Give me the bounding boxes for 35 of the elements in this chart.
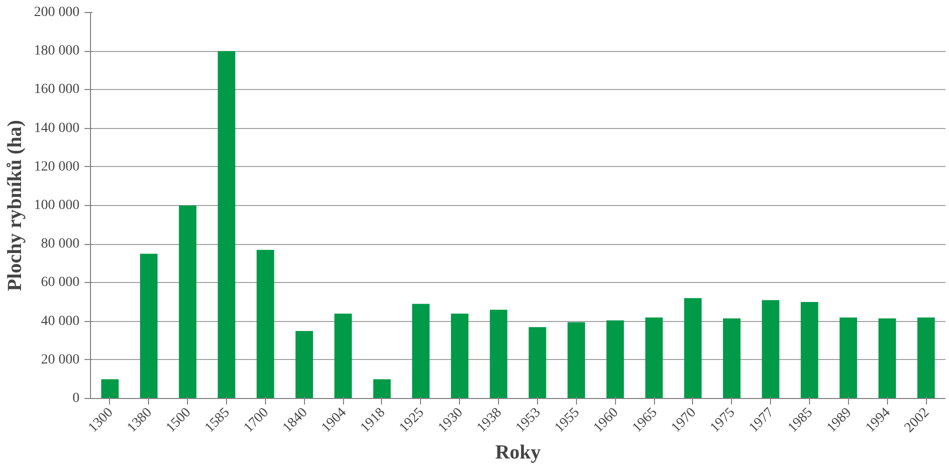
- bar: [412, 304, 430, 398]
- bar: [334, 314, 352, 398]
- bar: [218, 51, 236, 398]
- bar: [878, 318, 896, 398]
- bar: [606, 320, 624, 398]
- y-tick-label: 140 000: [34, 120, 80, 136]
- y-tick-label: 40 000: [41, 314, 80, 329]
- bar: [373, 379, 391, 398]
- y-tick-label: 60 000: [41, 275, 80, 290]
- bar: [723, 318, 740, 398]
- bar: [490, 310, 508, 398]
- y-tick-label: 120 000: [34, 159, 80, 174]
- y-tick-label: 0: [72, 391, 80, 406]
- bar: [140, 254, 158, 398]
- y-tick-label: 20 000: [41, 352, 80, 368]
- bar: [800, 302, 818, 398]
- y-tick-label: 80 000: [41, 236, 80, 252]
- bar: [101, 379, 119, 398]
- bar: [450, 314, 468, 398]
- y-tick-label: 100 000: [34, 198, 80, 213]
- bar: [645, 317, 663, 398]
- y-tick-label: 160 000: [34, 82, 80, 98]
- bar: [528, 327, 546, 398]
- x-axis-title: Roky: [495, 441, 541, 464]
- bar: [762, 300, 780, 398]
- bar: [256, 250, 274, 398]
- bar: [684, 298, 702, 398]
- bar: [568, 322, 586, 398]
- bar: [840, 317, 858, 398]
- y-tick-label: 180 000: [34, 44, 80, 59]
- bar: [178, 206, 196, 398]
- y-tick-label: 200 000: [34, 5, 80, 20]
- bar: [917, 317, 935, 398]
- bar: [296, 330, 313, 398]
- y-axis-title: Plochy rybníků (ha): [4, 120, 26, 292]
